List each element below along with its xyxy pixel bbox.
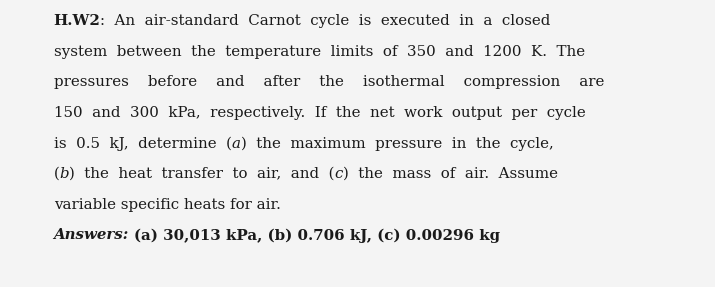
Text: pressures    before    and    after    the    isothermal    compression    are: pressures before and after the isotherma… xyxy=(54,75,604,90)
Text: H.W2: H.W2 xyxy=(54,14,101,28)
Text: c: c xyxy=(335,167,343,181)
Text: system  between  the  temperature  limits  of  350  and  1200  K.  The: system between the temperature limits of… xyxy=(54,45,585,59)
Text: is  0.5  kJ,  determine  (: is 0.5 kJ, determine ( xyxy=(54,137,232,151)
Text: )  the  maximum  pressure  in  the  cycle,: ) the maximum pressure in the cycle, xyxy=(241,137,553,151)
Text: (a) 30,013 kPa, (b) 0.706 kJ, (c) 0.00296 kg: (a) 30,013 kPa, (b) 0.706 kJ, (c) 0.0029… xyxy=(134,228,500,243)
Text: :  An  air-standard  Carnot  cycle  is  executed  in  a  closed: : An air-standard Carnot cycle is execut… xyxy=(101,14,551,28)
Text: b: b xyxy=(59,167,69,181)
Text: a: a xyxy=(232,137,241,151)
Text: )  the  mass  of  air.  Assume: ) the mass of air. Assume xyxy=(343,167,558,181)
Text: (: ( xyxy=(54,167,59,181)
Text: variable specific heats for air.: variable specific heats for air. xyxy=(54,198,280,212)
Text: Answers:: Answers: xyxy=(54,228,134,242)
Text: )  the  heat  transfer  to  air,  and  (: ) the heat transfer to air, and ( xyxy=(69,167,335,181)
Text: 150  and  300  kPa,  respectively.  If  the  net  work  output  per  cycle: 150 and 300 kPa, respectively. If the ne… xyxy=(54,106,586,120)
